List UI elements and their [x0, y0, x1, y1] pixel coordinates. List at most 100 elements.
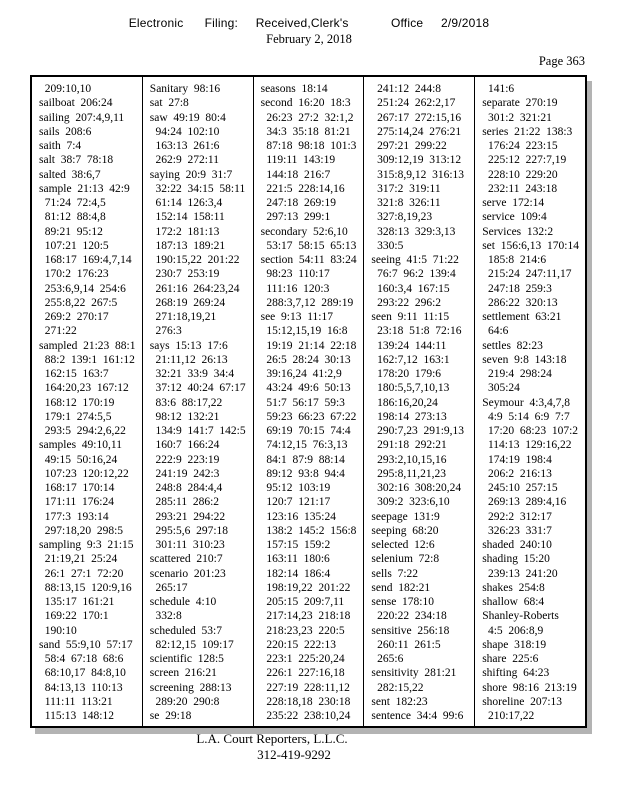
index-line: 198:14 273:13 — [371, 410, 447, 423]
index-line: 26:1 27:1 72:20 — [39, 567, 124, 580]
index-line: 328:13 329:3,13 — [371, 225, 456, 238]
index-line: 220:15 222:13 — [260, 638, 336, 651]
index-line: 59:23 66:23 67:22 — [260, 410, 357, 423]
index-line: sense 178:10 — [371, 596, 434, 608]
index-line: 293:5 294:2,6,22 — [39, 425, 126, 437]
index-line: serve 172:14 — [482, 197, 545, 209]
index-line: 297:21 299:22 — [371, 140, 447, 152]
index-line: 58:4 67:18 68:6 — [39, 653, 124, 665]
index-line: seasons 18:14 — [260, 83, 328, 95]
index-line: 107:21 120:5 — [39, 239, 109, 252]
index-line: Seymour 4:3,4,7,8 — [482, 396, 571, 409]
index-line: 247:18 259:3 — [482, 282, 552, 295]
index-line: 139:24 144:11 — [371, 339, 447, 352]
index-line: send 182:21 — [371, 581, 431, 594]
index-line: 68:10,17 84:8,10 — [39, 667, 126, 680]
index-line: second 16:20 18:3 — [260, 97, 351, 110]
index-line: 285:11 286:2 — [149, 496, 220, 509]
index-line: 82:12,15 109:17 — [149, 638, 234, 651]
index-line: 251:24 262:2,17 — [371, 97, 456, 110]
index-line: 228:10 229:20 — [482, 168, 558, 181]
index-line: samples 49:10,11 — [39, 439, 122, 452]
index-line: 241:19 242:3 — [149, 467, 220, 480]
index-line: 144:18 216:7 — [260, 168, 331, 181]
index-line: 241:12 244:8 — [371, 83, 442, 95]
index-line: sand 55:9,10 57:17 — [39, 638, 133, 651]
index-line: 293:2,10,15,16 — [371, 453, 447, 466]
page-footer: L.A. Court Reporters, L.L.C. 312-419-929… — [0, 731, 618, 762]
index-line: 88:13,15 120:9,16 — [39, 581, 132, 594]
index-line: 182:14 186:4 — [260, 567, 331, 580]
index-line: section 54:11 83:24 — [260, 254, 357, 266]
index-line: 268:19 269:24 — [149, 296, 226, 309]
index-line: 111:16 120:3 — [260, 282, 330, 295]
index-line: scheduled 53:7 — [149, 624, 222, 637]
index-line: 223:1 225:20,24 — [260, 653, 345, 665]
index-line: 176:24 223:15 — [482, 140, 558, 152]
index-line: 185:8 214:6 — [482, 254, 547, 266]
index-line: 302:16 308:20,24 — [371, 482, 462, 494]
index-line: 265:17 — [149, 581, 188, 594]
index-line: 115:13 148:12 — [39, 710, 114, 722]
index-line: 162:7,12 163:1 — [371, 353, 450, 366]
page-header: Electronic Filing: Received,Clerk's Offi… — [0, 0, 618, 47]
index-line: 227:19 228:11,12 — [260, 681, 350, 694]
index-line: selenium 72:8 — [371, 553, 440, 566]
index-line: 111:11 113:21 — [39, 695, 113, 708]
index-line: series 21:22 138:3 — [482, 125, 573, 138]
index-line: 293:22 296:2 — [371, 296, 442, 309]
court-reporter-name: L.A. Court Reporters, L.L.C. — [196, 731, 348, 746]
index-line: 301:11 310:23 — [149, 539, 225, 551]
index-line: 164:20,23 167:12 — [39, 382, 129, 395]
index-line: 74:12,15 76:3,13 — [260, 439, 348, 452]
index-line: schedule 4:10 — [149, 596, 217, 608]
index-line: 26:5 28:24 30:13 — [260, 353, 351, 366]
index-line: 330:5 — [371, 239, 404, 252]
index-line: 186:16,20,24 — [371, 396, 438, 409]
index-line: 88:2 139:1 161:12 — [39, 353, 135, 366]
index-line: sells 7:22 — [371, 567, 419, 580]
index-line: service 109:4 — [482, 211, 547, 224]
index-line: 262:9 272:11 — [149, 154, 220, 167]
index-line: sent 182:23 — [371, 695, 428, 708]
index-line: 157:15 159:2 — [260, 539, 331, 551]
index-line: 171:11 176:24 — [39, 496, 114, 509]
index-line: saw 49:19 80:4 — [149, 111, 226, 124]
index-line: 253:6,9,14 254:6 — [39, 282, 126, 295]
index-line: 282:15,22 — [371, 681, 424, 694]
index-column-1: 209:10,10 sailboat 206:24 sailing 207:4,9,… — [32, 77, 142, 726]
index-line: 37:12 40:24 67:17 — [149, 382, 246, 395]
index-line: 138:2 145:2 156:8 — [260, 524, 357, 537]
index-line: screen 216:21 — [149, 667, 217, 680]
index-line: shore 98:16 213:19 — [482, 681, 577, 694]
index-line: 51:7 56:17 59:3 — [260, 396, 345, 409]
index-line: shallow 68:4 — [482, 596, 545, 608]
index-line: 32:22 34:15 58:11 — [149, 182, 246, 195]
index-line: 235:22 238:10,24 — [260, 710, 351, 722]
index-line: seen 9:11 11:15 — [371, 311, 450, 323]
index-line: 172:2 181:13 — [149, 225, 220, 238]
index-line: 315:8,9,12 316:13 — [371, 168, 465, 181]
filing-date: February 2, 2018 — [266, 32, 352, 46]
index-line: 170:2 176:23 — [39, 268, 109, 281]
index-line: scientific 128:5 — [149, 653, 224, 665]
index-line: sampling 9:3 21:15 — [39, 539, 134, 551]
index-line: 134:9 141:7 142:5 — [149, 425, 246, 437]
index-line: sailboat 206:24 — [39, 97, 113, 110]
index-line: 271:18,19,21 — [149, 311, 217, 323]
index-line: 228:18,18 230:18 — [260, 695, 351, 708]
index-line: shaded 240:10 — [482, 539, 552, 551]
index-line: 163:13 261:6 — [149, 140, 220, 152]
index-line: 71:24 72:4,5 — [39, 197, 106, 209]
index-line: Sanitary 98:16 — [149, 83, 221, 95]
index-line: 225:12 227:7,19 — [482, 154, 567, 167]
index-column-3: seasons 18:14 second 16:20 18:3 26:23 27:… — [252, 77, 364, 726]
index-line: seeping 68:20 — [371, 524, 439, 537]
index-line: says 15:13 17:6 — [149, 339, 228, 352]
index-line: secondary 52:6,10 — [260, 225, 348, 238]
index-line: 190:15,22 201:22 — [149, 254, 240, 266]
index-line: 177:3 193:14 — [39, 510, 109, 523]
index-line: seeing 41:5 71:22 — [371, 254, 459, 266]
index-line: 39:16,24 41:2,9 — [260, 368, 342, 380]
